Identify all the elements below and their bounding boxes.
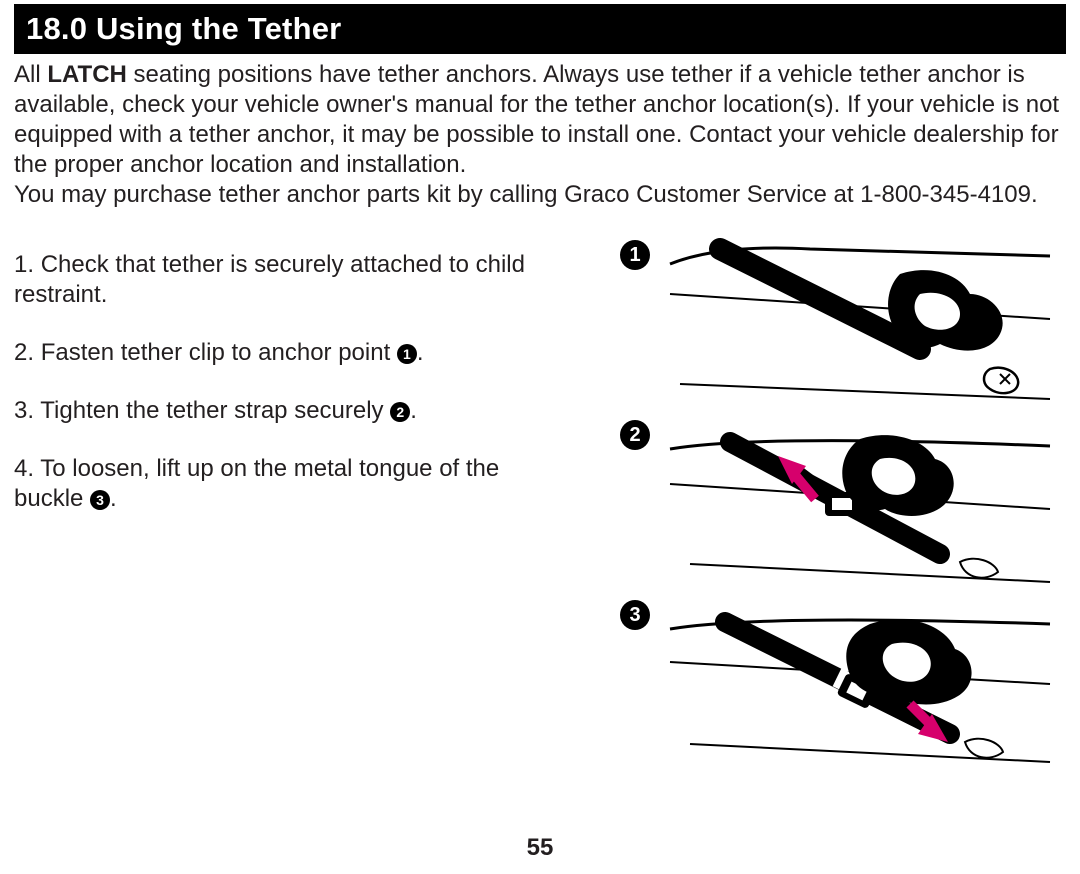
- circled-1-icon: 1: [397, 344, 417, 364]
- step-1-num: 1: [14, 251, 27, 278]
- figures-column: 1 2: [620, 234, 1060, 774]
- step-3: 3. Tighten the tether strap securely 2.: [14, 396, 574, 426]
- intro-paragraph-1: All LATCH seating positions have tether …: [14, 60, 1066, 180]
- manual-page: 18.0 Using the Tether All LATCH seating …: [0, 0, 1080, 874]
- step-2-num: 2: [14, 339, 27, 366]
- step-3-num: 3: [14, 397, 27, 424]
- step-3-text-before: Tighten the tether strap securely: [40, 397, 390, 424]
- intro-paragraph-2: You may purchase tether anchor parts kit…: [14, 180, 1066, 210]
- step-4: 4. To loosen, lift up on the metal tongu…: [14, 454, 574, 514]
- step-2: 2. Fasten tether clip to anchor point 1.: [14, 338, 574, 368]
- step-2-text-after: .: [417, 339, 424, 366]
- circled-3-icon: 3: [90, 490, 110, 510]
- intro-block: All LATCH seating positions have tether …: [14, 60, 1066, 210]
- intro-p1-prefix: All: [14, 61, 47, 88]
- figure-2: 2: [620, 414, 1060, 584]
- figure-2-illustration: [660, 414, 1060, 584]
- step-4-text-after: .: [110, 485, 117, 512]
- step-2-text-before: Fasten tether clip to anchor point: [41, 339, 397, 366]
- figure-3: 3: [620, 594, 1060, 764]
- figure-1-illustration: [660, 234, 1060, 404]
- step-3-text-after: .: [410, 397, 417, 424]
- step-4-text-before: To loosen, lift up on the metal tongue o…: [14, 455, 499, 512]
- figure-2-badge-icon: 2: [620, 420, 650, 450]
- section-header: 18.0 Using the Tether: [14, 4, 1066, 54]
- intro-p1-bold: LATCH: [47, 61, 127, 88]
- step-1: 1. Check that tether is securely attache…: [14, 250, 574, 310]
- figure-1-badge-icon: 1: [620, 240, 650, 270]
- page-number: 55: [0, 834, 1080, 862]
- step-4-num: 4: [14, 455, 27, 482]
- steps-list: 1. Check that tether is securely attache…: [14, 250, 574, 542]
- figure-3-illustration: [660, 594, 1060, 764]
- figure-1: 1: [620, 234, 1060, 404]
- intro-p1-rest: seating positions have tether anchors. A…: [14, 61, 1059, 178]
- step-1-text: Check that tether is securely attached t…: [14, 251, 525, 308]
- section-title: 18.0 Using the Tether: [26, 11, 341, 46]
- circled-2-icon: 2: [390, 402, 410, 422]
- figure-3-badge-icon: 3: [620, 600, 650, 630]
